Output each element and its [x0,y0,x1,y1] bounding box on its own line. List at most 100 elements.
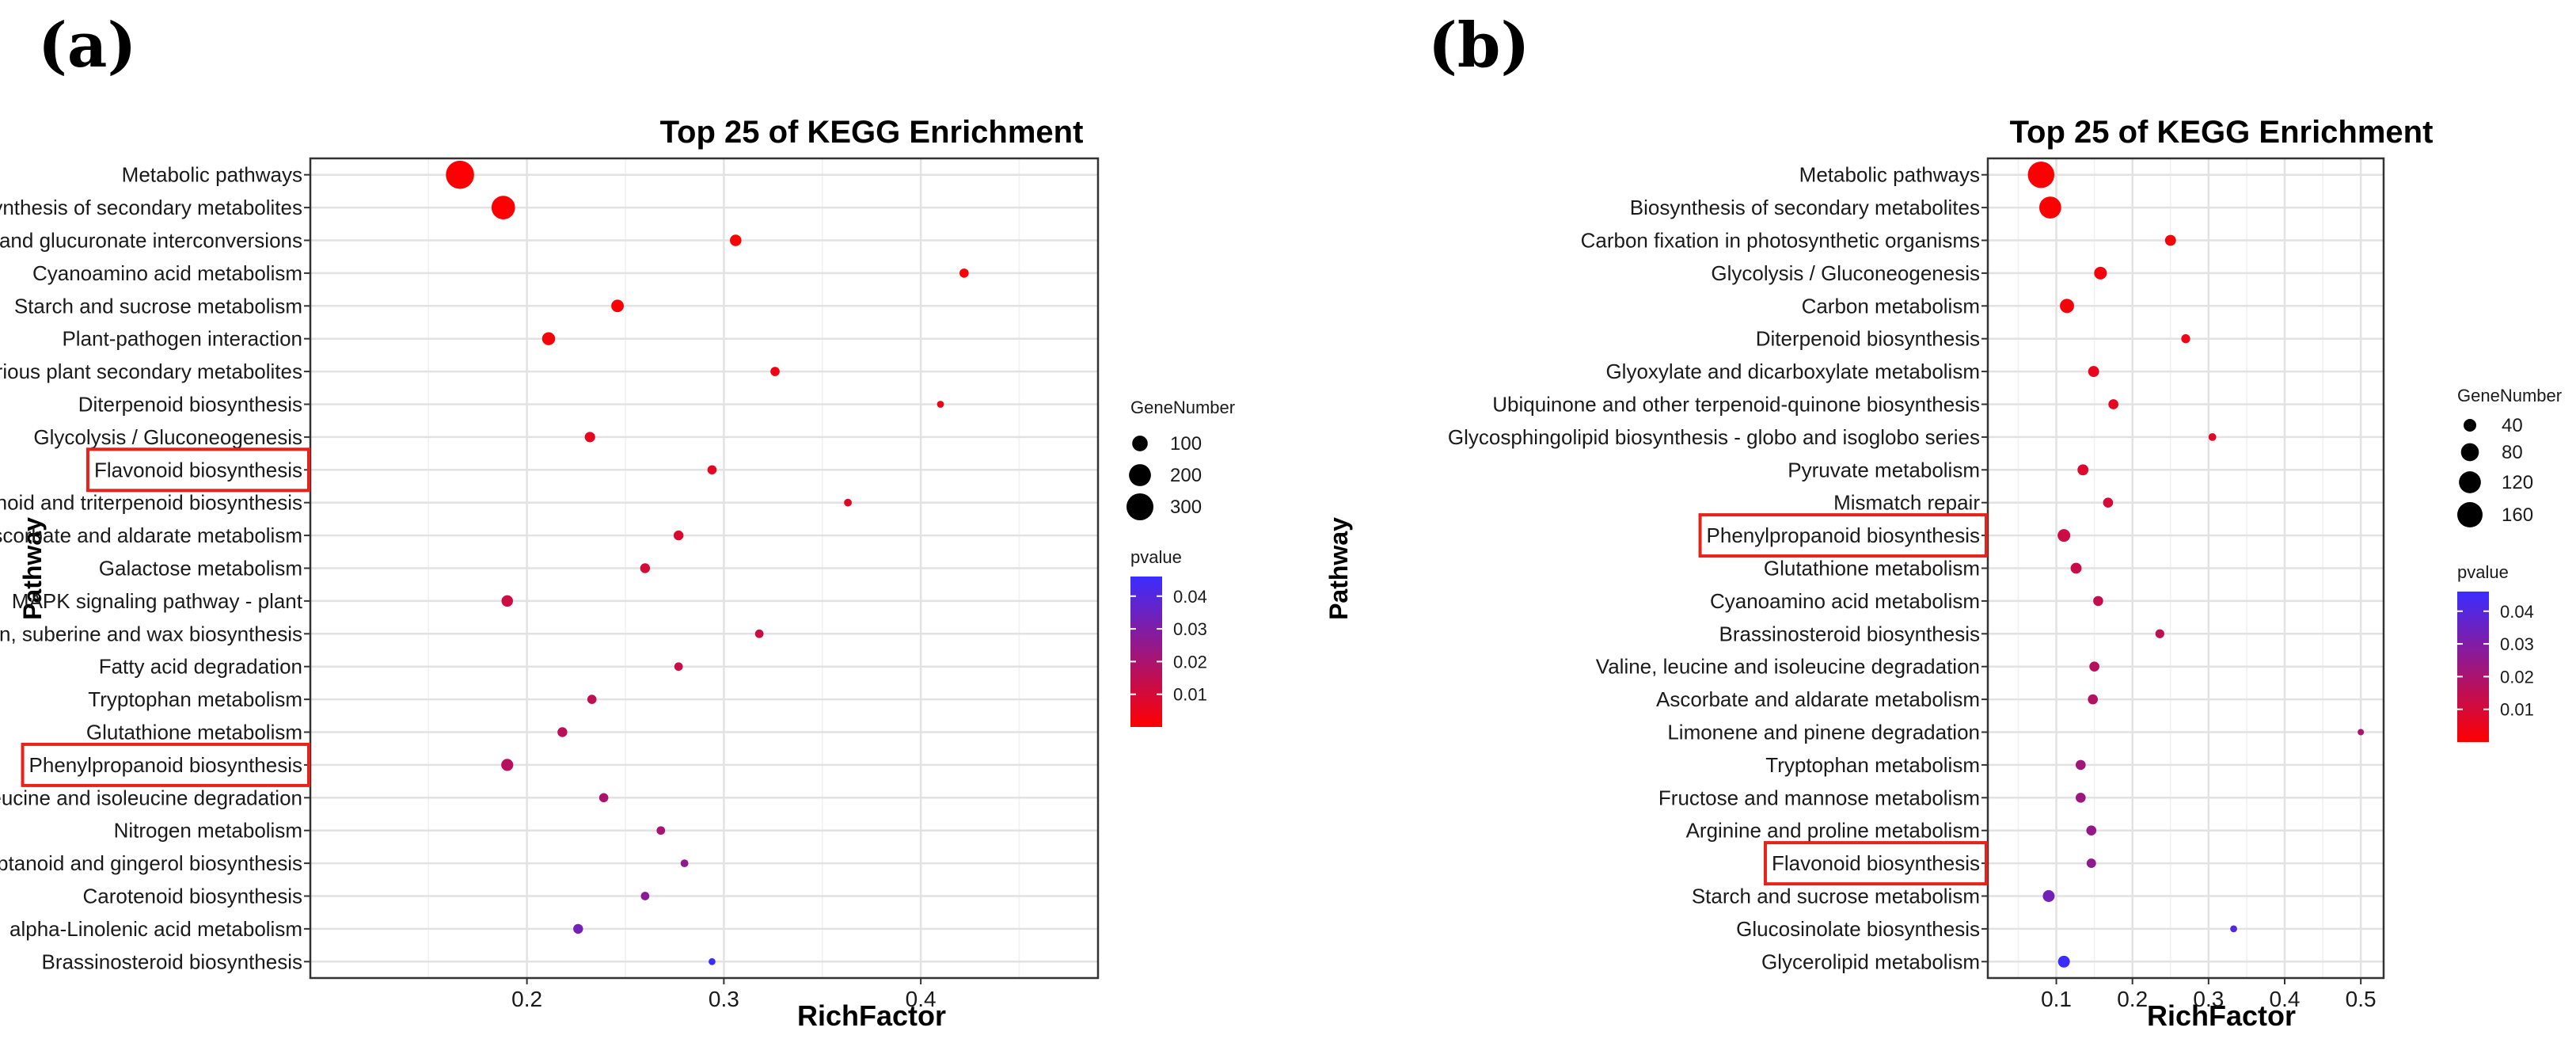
highlight-box [21,742,310,787]
data-point [584,432,595,443]
color-legend-label: 0.04 [2500,602,2534,622]
data-point [446,160,474,189]
plot-layer: 0.2 0.3 0.4 Metabolic pathways Biosynthesis … [0,157,2534,1011]
data-point [2208,433,2217,441]
data-point [2230,925,2237,933]
y-tick-label: Flavonoid biosynthesis [1772,851,1980,875]
data-point [2089,661,2099,672]
size-legend-dot [1132,436,1148,451]
y-tick-label: Carbon metabolism [1802,294,1980,318]
y-tick-label: Starch and sucrose metabolism [1692,885,1980,908]
data-point [541,332,556,345]
y-tick-label: Plant-pathogen interaction [62,327,302,351]
size-legend-label: 200 [1170,465,1202,486]
data-point [730,234,742,246]
data-point [2042,890,2055,902]
data-point [707,465,717,475]
y-tick-label: Ascorbate and aldarate metabolism [1656,687,1980,711]
y-tick-label: Pentose and glucuronate interconversions [0,229,302,253]
panel-b-label: (b) [1428,10,1529,82]
y-tick-label: Brassinosteroid biosynthesis [1719,622,1981,645]
data-point [2038,196,2061,219]
highlight-box [1763,841,1988,886]
y-tick-label: Biosynthesis of various plant secondary … [0,360,302,383]
y-tick-label: Nitrogen metabolism [114,819,302,843]
size-legend-dot [1129,464,1151,486]
y-tick-label: Flavonoid biosynthesis [94,458,302,481]
panel-a-color-legend-title: pvalue [1130,547,1182,567]
y-tick-label: Mismatch repair [1833,491,1980,515]
size-legend-label: 160 [2502,504,2533,526]
data-point [573,923,583,934]
y-tick-label: Valine, leucine and isoleucine degradati… [1596,655,1980,679]
x-tick-label: 0.4 [906,987,937,1011]
data-point [2070,562,2082,574]
color-legend-label: 0.03 [1173,619,1207,639]
data-point [680,859,689,868]
data-point [2086,825,2097,836]
panel-a-ylabel: Pathway [18,517,47,620]
data-point [640,563,651,573]
data-point [770,367,780,376]
data-point [2094,266,2107,280]
y-tick-label: Glycolysis / Gluconeogenesis [1711,261,1980,285]
data-point [709,957,716,965]
y-tick-label: Fatty acid degradation [99,655,302,679]
y-tick-label: MAPK signaling pathway - plant [12,589,303,613]
data-point [2077,464,2089,476]
size-legend-dot [1127,493,1153,520]
y-tick-label: Tryptophan metabolism [88,687,302,711]
data-point [501,595,514,607]
color-legend-bar [2457,592,2489,742]
data-point [2103,497,2114,508]
y-tick-label: Valine, leucine and isoleucine degradati… [0,786,302,809]
panel-b: 0.1 0.2 0.3 0.4 0.5 Metabolic pathways Biosynt… [1448,157,2534,1011]
data-point [501,759,514,771]
y-tick-label: Arginine and proline metabolism [1686,819,1980,843]
y-tick-label: Cutin, suberine and wax biosynthesis [0,622,302,645]
y-tick-label: Ascorbate and aldarate metabolism [0,523,302,547]
x-tick-label: 0.1 [2041,987,2072,1011]
y-tick-label: Diterpenoid biosynthesis [78,393,302,417]
x-tick-label: 0.3 [2193,987,2224,1011]
y-tick-label: Carbon fixation in photosynthetic organi… [1581,229,1980,253]
size-legend-label: 300 [1170,497,1202,518]
panel-b-title: Top 25 of KEGG Enrichment [2010,115,2434,150]
panel-a-title: Top 25 of KEGG Enrichment [660,115,1084,150]
x-tick-label: 0.2 [511,987,542,1011]
data-point [754,629,764,638]
y-tick-label: Phenylpropanoid biosynthesis [29,753,302,777]
data-point [2075,759,2086,771]
color-legend-label: 0.01 [2500,700,2534,720]
data-point [656,826,666,835]
y-tick-label: Glutathione metabolism [86,721,302,744]
y-tick-label: Biosynthesis of secondary metabolites [1630,196,1980,219]
y-tick-label: Sesquiterpenoid and triterpenoid biosynt… [0,491,302,515]
data-point [557,727,568,737]
y-tick-label: Pyruvate metabolism [1788,458,1980,481]
color-legend-label: 0.04 [1173,587,1207,607]
data-point [2075,792,2086,803]
y-tick-label: Stilbenoid, diarylheptanoid and gingerol… [0,851,302,875]
panel-a-label: (a) [38,10,136,82]
x-tick-label: 0.5 [2346,987,2377,1011]
x-tick-label: 0.2 [2117,987,2148,1011]
data-point [2086,858,2096,869]
data-point [2155,629,2164,638]
size-legend-label: 80 [2502,442,2523,463]
data-point [2108,399,2118,409]
x-tick-label: 0.4 [2270,987,2301,1011]
y-tick-label: Cyanoamino acid metabolism [32,261,302,285]
panel-b-xlabel: RichFactor [2147,999,2296,1032]
size-legend-label: 100 [1170,433,1202,455]
y-tick-label: Tryptophan metabolism [1765,753,1980,777]
data-point [598,793,609,803]
y-tick-label: Starch and sucrose metabolism [14,294,302,318]
data-point [2093,596,2103,607]
size-legend-dot [2460,443,2479,462]
color-legend-label: 0.03 [2500,634,2534,654]
y-tick-label: alpha-Linolenic acid metabolism [9,917,302,941]
data-point [2060,299,2074,314]
data-point [2057,955,2070,968]
